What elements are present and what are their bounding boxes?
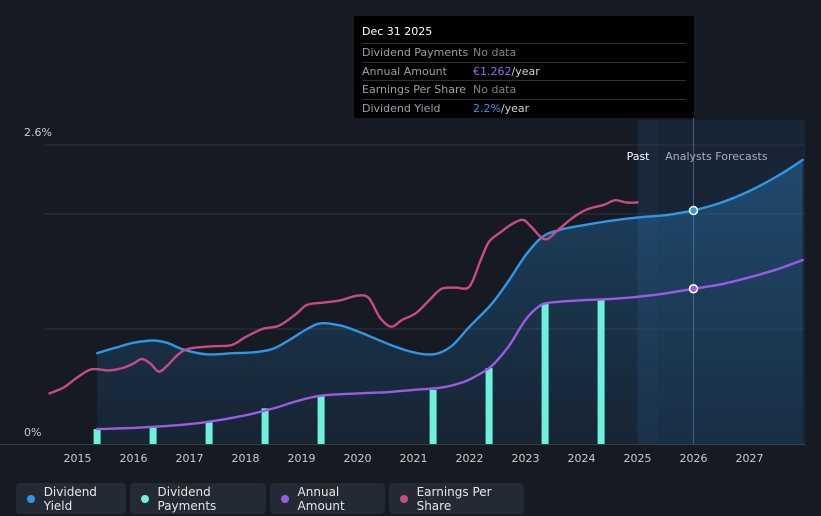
legend-label: Earnings Per Share — [416, 484, 492, 513]
legend-label: Dividend Payments — [157, 484, 217, 513]
annual-amount-line — [95, 287, 695, 431]
x-tick-label: 2023 — [512, 452, 540, 465]
legend-dot-icon — [27, 494, 35, 503]
tooltip-row-annual-amount: Annual Amount €1.262/year — [362, 61, 686, 81]
x-tick-label: 2017 — [176, 452, 204, 465]
tooltip-row-dividend-yield: Dividend Yield 2.2%/year — [362, 98, 686, 118]
legend-dot-icon — [141, 494, 149, 503]
tooltip-label: Dividend Yield — [362, 101, 441, 115]
dividend-yield-forecast-line — [692, 158, 804, 212]
dividend-payment-bar — [485, 368, 493, 444]
tooltip-date: Dec 31 2025 — [362, 25, 433, 38]
tooltip-label: Dividend Payments — [362, 46, 469, 59]
cursor-marker — [688, 284, 699, 294]
dividend-payment-bar — [597, 299, 605, 444]
chart-tooltip: Dec 31 2025 Dividend Payments No data An… — [354, 16, 694, 118]
legend-earnings-per-share[interactable]: Earnings Per Share — [389, 483, 524, 514]
past-label: Past — [627, 150, 651, 163]
legend-annual-amount[interactable]: Annual Amount — [270, 483, 385, 514]
dividend-payment-bar — [149, 427, 157, 444]
dividend-payment-bar — [541, 303, 549, 444]
legend-dividend-payments[interactable]: Dividend Payments — [130, 483, 266, 514]
x-tick-label: 2025 — [624, 452, 652, 465]
y-tick-label-max: 2.6% — [24, 126, 52, 139]
x-tick-label: 2018 — [232, 452, 260, 465]
dividend-yield-area — [97, 159, 803, 444]
x-tick-label: 2020 — [344, 452, 372, 465]
tooltip-label: Earnings Per Share — [362, 83, 467, 96]
tooltip-unit: /year — [500, 101, 530, 115]
dividend-payment-bar — [261, 408, 269, 444]
tooltip-row-dividend-payments: Dividend Payments No data — [362, 43, 686, 62]
legend-dividend-yield[interactable]: Dividend Yield — [16, 483, 126, 514]
y-tick-label-min: 0% — [24, 426, 41, 439]
x-tick-label: 2016 — [120, 452, 148, 465]
x-tick-label: 2026 — [680, 452, 708, 465]
x-tick-label: 2015 — [64, 452, 92, 465]
tooltip-row-earnings-per-share: Earnings Per Share No data — [362, 80, 686, 99]
legend-label: Annual Amount — [297, 484, 345, 513]
tooltip-value: 2.2% — [473, 101, 501, 115]
x-tick-label: 2022 — [456, 452, 484, 465]
cursor-marker — [688, 205, 699, 216]
legend-dot-icon — [281, 494, 289, 503]
x-tick-label: 2027 — [736, 452, 764, 465]
earnings-per-share-line — [48, 198, 639, 395]
tooltip-value: No data — [473, 46, 517, 59]
tooltip-value: €1.262 — [473, 64, 512, 78]
tooltip-value: No data — [473, 83, 517, 96]
annual-amount-forecast-line — [692, 258, 804, 290]
legend-dot-icon — [400, 494, 408, 503]
forecast-label: Analysts Forecasts — [665, 150, 768, 163]
x-tick-label: 2021 — [400, 452, 428, 465]
dividend-payment-bar — [317, 395, 325, 444]
x-tick-label: 2019 — [288, 452, 316, 465]
dividend-payment-bar — [93, 429, 101, 444]
tooltip-label: Annual Amount — [362, 64, 447, 78]
dividend-payment-bar — [205, 422, 213, 444]
legend-label: Dividend Yield — [43, 484, 97, 513]
tooltip-unit: /year — [511, 64, 540, 78]
x-tick-label: 2024 — [568, 452, 596, 465]
dividend-payment-bar — [429, 389, 437, 444]
